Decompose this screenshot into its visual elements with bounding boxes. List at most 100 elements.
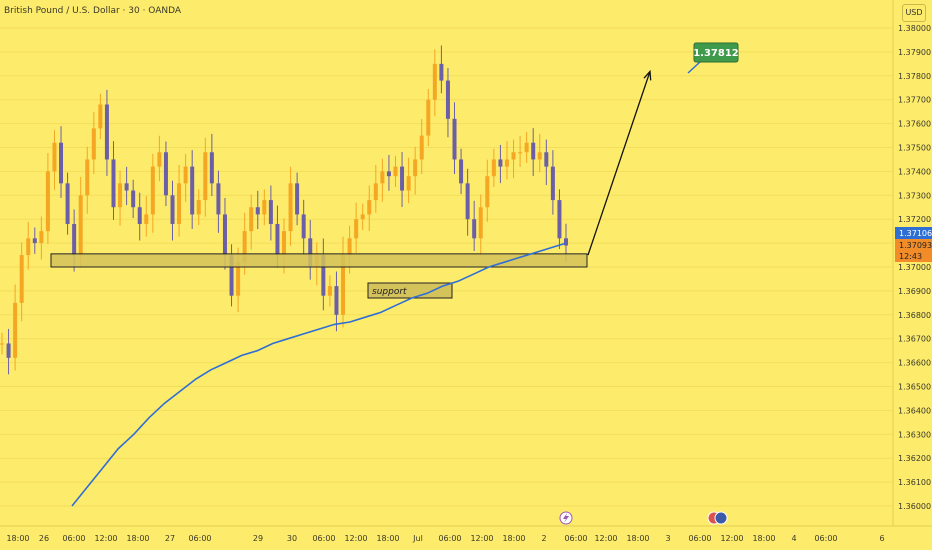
x-tick-label: 18:00: [126, 534, 149, 543]
x-tick-label: 29: [253, 534, 263, 543]
y-tick-label: 1.37800: [898, 72, 931, 81]
y-tick-label: 1.36000: [898, 502, 931, 511]
candle: [222, 214, 227, 256]
candle: [301, 214, 306, 239]
y-tick-label: 1.37500: [898, 144, 931, 153]
candle: [452, 118, 457, 160]
x-tick-label: 18:00: [752, 534, 775, 543]
y-tick-label: 1.38000: [898, 24, 931, 33]
x-tick-label: 18:00: [502, 534, 525, 543]
x-tick-label: 12:00: [344, 534, 367, 543]
candle: [163, 152, 168, 196]
candle: [0, 343, 4, 345]
candle: [91, 128, 96, 160]
candle: [308, 238, 313, 267]
candle: [216, 183, 221, 215]
y-tick-label: 1.36100: [898, 478, 931, 487]
candle: [564, 238, 568, 246]
candle: [157, 152, 162, 167]
candle: [334, 286, 339, 315]
target-callout-pointer: [687, 61, 701, 74]
candle: [373, 183, 378, 201]
candle: [249, 207, 254, 232]
candle: [111, 159, 116, 208]
candle: [531, 142, 536, 160]
target-badge[interactable]: [693, 42, 739, 63]
candle: [236, 262, 241, 296]
candle: [52, 142, 57, 172]
candle: [472, 219, 477, 239]
candle: [13, 302, 18, 358]
candle: [262, 200, 267, 215]
x-tick-label: 06:00: [688, 534, 711, 543]
candle: [268, 200, 273, 224]
candle: [59, 142, 64, 184]
lightning-glyph: [563, 513, 569, 523]
x-tick-label: 06:00: [814, 534, 837, 543]
candle: [511, 152, 516, 160]
x-tick-label: 3: [665, 534, 670, 543]
candle: [367, 200, 372, 215]
currency-button[interactable]: USD: [902, 4, 926, 22]
x-tick-label: 06:00: [438, 534, 461, 543]
candle: [360, 214, 365, 220]
last-price-badge: [895, 239, 932, 262]
candle: [45, 171, 50, 232]
x-tick-label: 27: [165, 534, 175, 543]
candle: [177, 183, 182, 224]
candle: [491, 159, 496, 177]
candle: [445, 80, 450, 119]
candle: [78, 195, 83, 256]
candle: [85, 159, 90, 196]
y-tick-label: 1.36200: [898, 454, 931, 463]
x-tick-label: 6: [879, 534, 884, 543]
candle: [275, 223, 280, 256]
candle: [504, 159, 509, 167]
candle: [400, 166, 405, 191]
candle: [550, 166, 555, 201]
candle: [203, 152, 208, 201]
candle: [354, 219, 359, 239]
candle: [413, 159, 418, 177]
y-tick-label: 1.37200: [898, 215, 931, 224]
candle: [518, 152, 523, 154]
arrow-head: [643, 69, 652, 81]
candle: [72, 223, 77, 256]
candle: [118, 183, 123, 208]
x-tick-label: 26: [39, 534, 49, 543]
ma-price-label: 1.37106: [899, 229, 932, 238]
candle: [544, 152, 549, 167]
candle: [327, 286, 332, 296]
candle: [498, 159, 503, 167]
candle: [190, 166, 195, 215]
last-price-label: 1.37093: [899, 241, 932, 250]
candle: [426, 99, 431, 136]
x-tick-label: 06:00: [312, 534, 335, 543]
candle: [393, 166, 398, 177]
candle: [19, 255, 24, 303]
candle: [183, 166, 188, 184]
y-tick-label: 1.36400: [898, 406, 931, 415]
moving-average-line: [71, 242, 567, 507]
candle: [32, 238, 37, 244]
y-tick-label: 1.36500: [898, 383, 931, 392]
x-tick-label: 06:00: [564, 534, 587, 543]
projection-arrow: [587, 71, 651, 256]
candle: [288, 183, 293, 232]
candle: [144, 214, 149, 224]
candle: [432, 63, 437, 100]
candle: [537, 152, 542, 160]
candle: [459, 159, 464, 184]
x-tick-label: 18:00: [6, 534, 29, 543]
y-tick-label: 1.37400: [898, 167, 931, 176]
candle: [170, 195, 175, 224]
us-flag-icon-2[interactable]: [714, 511, 728, 525]
candle: [39, 231, 44, 244]
y-tick-label: 1.37700: [898, 96, 931, 105]
ma-price-badge: [895, 227, 932, 239]
y-tick-label: 1.37300: [898, 191, 931, 200]
support-zone[interactable]: [50, 253, 588, 268]
x-tick-label: 2: [541, 534, 546, 543]
